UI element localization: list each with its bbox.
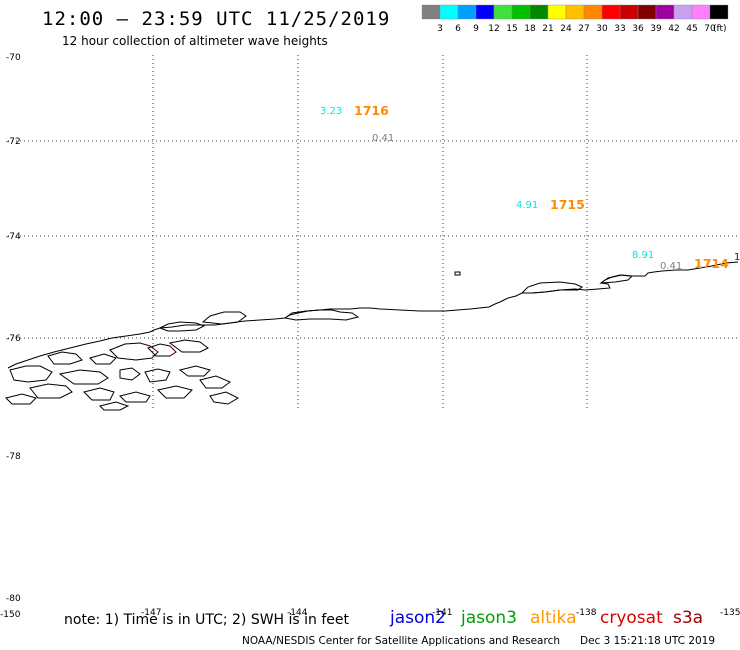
- island: [157, 385, 193, 399]
- island: [144, 368, 171, 383]
- lat-label-74: -74: [6, 232, 21, 242]
- lat-label-76: -76: [6, 334, 21, 344]
- legend-tick-label: 36: [632, 24, 644, 34]
- coastline-peninsula: [283, 309, 360, 321]
- island: [209, 391, 240, 405]
- legend-swatch: [619, 4, 639, 20]
- legend-swatch: [583, 4, 603, 20]
- lon-label-147: -147: [141, 608, 161, 618]
- legend-swatch: [475, 4, 495, 20]
- legend-swatch: [655, 4, 675, 20]
- observation-time: 1714: [694, 256, 729, 271]
- island: [168, 339, 209, 353]
- legend-swatch: [709, 4, 729, 20]
- observation-swh: 4.91: [516, 200, 538, 211]
- legend-unit-label: (ft): [713, 24, 727, 34]
- legend-swatch: [529, 4, 549, 20]
- satellite-jason3-label: jason3: [461, 608, 517, 628]
- legend-tick-label: 18: [524, 24, 536, 34]
- legend-tick-label: 3: [437, 24, 443, 34]
- map-subtitle: 12 hour collection of altimeter wave hei…: [62, 34, 328, 48]
- lat-label-72: -72: [6, 137, 21, 147]
- legend-swatch: [637, 4, 657, 20]
- satellite-s3a-label: s3a: [673, 608, 704, 628]
- lat-label-78: -78: [6, 452, 21, 462]
- lon-label-144: -144: [287, 608, 308, 618]
- legend-swatch: [439, 4, 459, 20]
- legend-tick-label: 39: [650, 24, 662, 34]
- island: [199, 375, 231, 389]
- island: [58, 369, 109, 385]
- edge-glyph: 1: [734, 252, 740, 263]
- legend-swatch: [673, 4, 693, 20]
- legend-swatch: [421, 4, 441, 20]
- legend-swatch: [457, 4, 477, 20]
- island: [5, 393, 37, 405]
- latitude-labels: -70 -72 -74 -76 -78 -80: [6, 53, 21, 604]
- observation-swh: 3.23: [320, 106, 342, 117]
- legend-tick-label: 12: [488, 24, 499, 34]
- footer-credit: NOAA/NESDIS Center for Satellite Applica…: [242, 635, 560, 647]
- color-legend: 3 6 9 12 15 18 21 24 27 30 33 36 39 42 45 70 (ft): [421, 4, 729, 34]
- observation-time: 1716: [354, 103, 389, 118]
- coastline-main: [7, 261, 739, 369]
- island: [99, 401, 130, 411]
- antarctic-coastline: [7, 261, 739, 369]
- legend-tick-label: 6: [455, 24, 461, 34]
- legend-swatch: [493, 4, 513, 20]
- island-dot: [454, 271, 461, 276]
- legend-swatch: [601, 4, 621, 20]
- legend-swatch: [547, 4, 567, 20]
- legend-tick-label: 27: [578, 24, 589, 34]
- coastline-peninsula: [201, 311, 247, 325]
- island: [119, 391, 151, 403]
- legend-tick-label: 9: [473, 24, 479, 34]
- legend-swatch: [691, 4, 711, 20]
- observation-swh: 8.91: [632, 250, 654, 261]
- observation-time: 1715: [550, 197, 585, 212]
- observation-labels: 3.23 1716 0.41 4.91 1715 8.91 0.41 1714 …: [320, 103, 740, 272]
- coastline-bay: [520, 281, 583, 294]
- lat-label-80: -80: [6, 594, 21, 604]
- island: [178, 365, 211, 377]
- satellite-altika-label: altika: [530, 608, 577, 628]
- lon-label-135: -135: [720, 608, 740, 618]
- lon-label-138: -138: [576, 608, 597, 618]
- island: [9, 365, 53, 383]
- coastline-inlet: [599, 274, 634, 284]
- legend-tick-label: 70: [704, 24, 716, 34]
- island: [29, 383, 73, 399]
- legend-tick-label: 45: [686, 24, 697, 34]
- red-coastline-overlay: [139, 342, 177, 359]
- legend-tick-label: 15: [506, 24, 517, 34]
- map-title: 12:00 – 23:59 UTC 11/25/2019: [42, 8, 391, 30]
- legend-swatch: [565, 4, 585, 20]
- footer-timestamp: Dec 3 15:21:18 UTC 2019: [580, 635, 716, 647]
- ice-islands: [5, 271, 461, 411]
- legend-tick-label: 21: [542, 24, 553, 34]
- lon-label-150: -150: [0, 610, 21, 620]
- graticule: [8, 55, 738, 408]
- observation-extra: 0.41: [372, 133, 394, 144]
- longitude-labels: -150 -147 -144 -141 -138 -135: [0, 608, 740, 620]
- island: [47, 351, 83, 365]
- observation-extra: 0.41: [660, 261, 682, 272]
- island: [119, 367, 141, 381]
- legend-tick-label: 30: [596, 24, 608, 34]
- satellite-cryosat-label: cryosat: [600, 608, 663, 628]
- legend-tick-label: 33: [614, 24, 625, 34]
- footer-note: note: 1) Time is in UTC; 2) SWH is in fe…: [64, 612, 350, 628]
- legend-swatch: [511, 4, 531, 20]
- coastline-peninsula: [158, 321, 206, 332]
- lon-label-141: -141: [432, 608, 452, 618]
- lat-label-70: -70: [6, 53, 21, 63]
- island: [89, 353, 117, 365]
- satellite-jason2-label: jason2: [390, 608, 446, 628]
- island: [147, 343, 177, 357]
- island: [83, 387, 115, 401]
- legend-tick-label: 42: [668, 24, 679, 34]
- legend-tick-label: 24: [560, 24, 572, 34]
